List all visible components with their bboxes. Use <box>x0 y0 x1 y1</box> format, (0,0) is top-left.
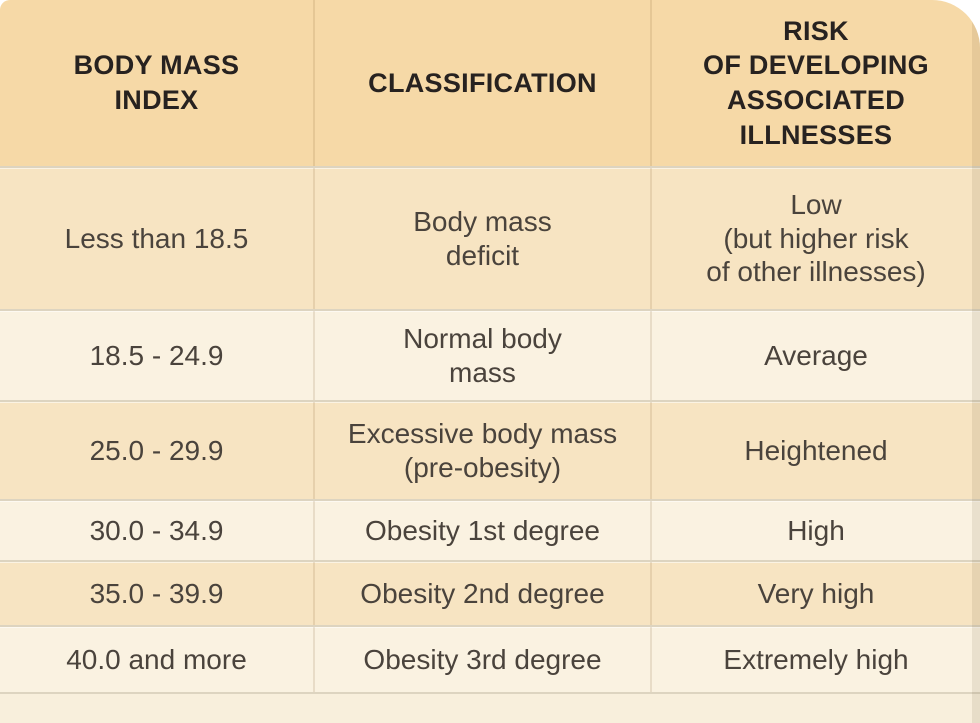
table-row: 30.0 - 34.9 Obesity 1st degree High <box>0 499 980 560</box>
header-cell-risk: RISK OF DEVELOPING ASSOCIATED ILLNESSES <box>703 15 929 150</box>
cell-classification: Body mass deficit <box>315 168 652 309</box>
cell-bmi: Less than 18.5 <box>0 168 315 309</box>
table-header-row: BODY MASS INDEX CLASSIFICATION RISK OF D… <box>0 0 980 166</box>
cell-classification: Normal body mass <box>315 311 652 400</box>
cell-risk: Low (but higher risk of other illnesses) <box>706 189 926 288</box>
cell-risk: Heightened <box>744 434 888 466</box>
table-row: 25.0 - 29.9 Excessive body mass (pre-obe… <box>0 400 980 499</box>
cell-classification: Obesity 2nd degree <box>315 562 652 625</box>
header-cell-bmi: BODY MASS INDEX <box>0 0 315 166</box>
cell-risk: Average <box>764 339 868 371</box>
cell-classification: Obesity 1st degree <box>315 501 652 560</box>
cell-risk: Very high <box>757 577 875 609</box>
cell-classification: Excessive body mass (pre-obesity) <box>315 402 652 499</box>
table-row: 40.0 and more Obesity 3rd degree Extreme… <box>0 625 980 692</box>
cell-bmi: 30.0 - 34.9 <box>0 501 315 560</box>
cell-bmi: 25.0 - 29.9 <box>0 402 315 499</box>
table-row: 35.0 - 39.9 Obesity 2nd degree Very high <box>0 560 980 625</box>
cell-risk: Extremely high <box>723 643 909 675</box>
table-row: Less than 18.5 Body mass deficit Low (bu… <box>0 166 980 309</box>
cell-bmi: 35.0 - 39.9 <box>0 562 315 625</box>
bottom-band <box>0 692 980 723</box>
cell-risk: High <box>787 514 845 546</box>
table-row: 18.5 - 24.9 Normal body mass Average <box>0 309 980 400</box>
cell-bmi: 18.5 - 24.9 <box>0 311 315 400</box>
header-cell-classification: CLASSIFICATION <box>315 0 652 166</box>
cell-classification: Obesity 3rd degree <box>315 627 652 692</box>
cell-bmi: 40.0 and more <box>0 627 315 692</box>
